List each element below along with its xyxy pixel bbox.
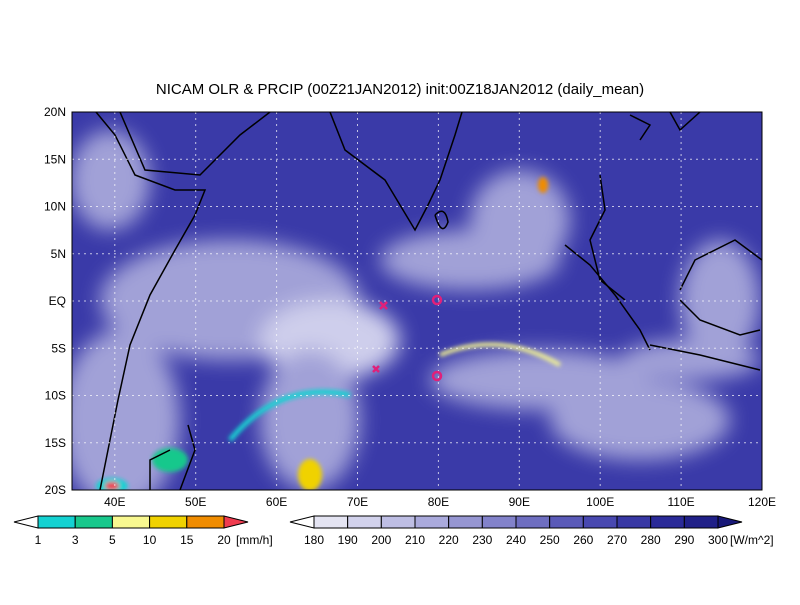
title: NICAM OLR & PRCIP (00Z21JAN2012) init:00… [156,81,644,98]
colorbar-label: 250 [540,533,560,547]
colorbar-swatch [347,515,382,529]
map-field [72,112,762,490]
colorbar-swatch [549,515,584,529]
colorbar-swatch [111,515,151,529]
lat-label: 20S [45,483,66,497]
colorbar-label: 10 [143,533,157,547]
colorbar-swatch [74,515,113,529]
colorbar-label: 260 [573,533,593,547]
colorbar-unit: [mm/h] [236,533,273,547]
lat-label: 15S [45,436,66,450]
lon-label: 90E [509,495,530,509]
colorbar-swatch [414,515,450,529]
colorbar-unit: [W/m^2] [730,533,774,547]
colorbar-swatch [616,515,652,529]
lon-label: 80E [428,495,449,509]
colorbar-label: 20 [217,533,231,547]
colorbar-swatch [149,515,188,529]
lon-label: 50E [185,495,206,509]
lon-label: 120E [748,495,776,509]
colorbar-swatch [448,515,483,529]
lon-label: 100E [586,495,614,509]
colorbar-label: 15 [180,533,194,547]
colorbar-swatch [37,515,76,529]
map-frame [71,111,763,491]
lat-label: EQ [49,294,66,308]
colorbar-swatch [313,515,349,529]
markers [372,294,443,382]
colorbar-arrow [13,515,39,529]
colorbar-swatch [481,515,517,529]
lat-label: 15N [44,152,66,166]
colorbar-label: 210 [405,533,425,547]
colorbar-label: 230 [472,533,492,547]
colorbar-swatch [650,515,685,529]
colorbar-label: 5 [109,533,116,547]
colorbar-swatch [515,515,551,529]
colorbar-arrow [223,515,249,529]
colorbar-arrow [289,515,315,529]
lat-label: 10N [44,200,66,214]
colorbar-swatch [683,515,719,529]
colorbar-swatch [582,515,618,529]
colorbar-swatch [186,515,225,529]
lat-label: 5N [51,247,66,261]
colorbar-swatch [380,515,416,529]
lon-label: 70E [347,495,368,509]
lon-label: 110E [668,495,695,509]
colorbar-label: 290 [674,533,694,547]
colorbar-label: 280 [641,533,661,547]
lat-label: 5S [51,341,66,355]
lon-label: 60E [266,495,287,509]
colorbar-label: 240 [506,533,526,547]
colorbar-label: 270 [607,533,627,547]
colorbar-label: 180 [304,533,324,547]
colorbar-label: 220 [439,533,459,547]
lon-label: 40E [104,495,125,509]
colorbar-arrow [717,515,743,529]
colorbar-label: 200 [371,533,391,547]
colorbar-label: 1 [35,533,42,547]
colorbar-label: 3 [72,533,79,547]
colorbar-label: 190 [338,533,358,547]
lat-label: 10S [45,389,66,403]
colorbar-label: 300 [708,533,728,547]
lat-label: 20N [44,105,66,119]
